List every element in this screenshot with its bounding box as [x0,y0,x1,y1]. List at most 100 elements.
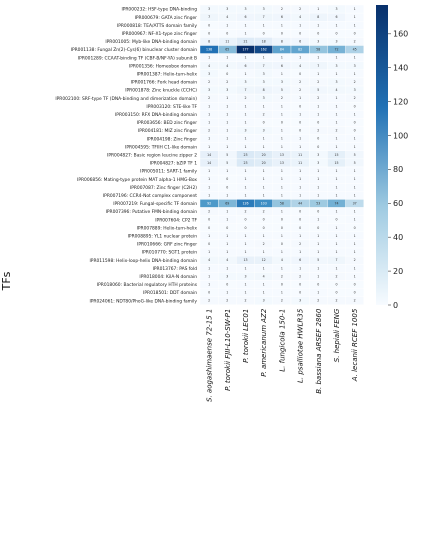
cell-value-label: 1 [354,72,356,76]
column-label: L. fungicola 150-1 [278,309,286,372]
cell-value-label: 1 [335,112,337,116]
cell-value-label: 1 [317,291,319,295]
cell-value-label: 1 [263,185,265,189]
cell-value-label: 7 [335,258,337,262]
cell-value-label: 0 [299,210,301,214]
cell-value-label: 7 [263,15,265,19]
cell-value-label: 3 [226,7,228,11]
cell-value-label: 6 [335,15,337,19]
cell-value-label: 0 [226,226,228,230]
cell-value-label: 1 [354,242,356,246]
cell-value-label: 2 [335,299,337,303]
cell-value-label: 2 [281,7,283,11]
cell-value-label: 2 [244,96,246,100]
cell-value-label: 4 [226,64,228,68]
row-label: IPR004198: Zinc finger [147,136,197,142]
cell-value-label: 45 [353,48,357,52]
cell-value-label: 6 [244,15,246,19]
cell-value-label: 3 [317,161,319,165]
column-label: S. hepiali FENG [333,308,341,362]
cell-value-label: 2 [226,80,228,84]
cell-value-label: 0 [281,242,283,246]
cell-value-label: 1 [208,185,210,189]
row-label: IPR004827: Basic region leucine zipper 2 [107,152,197,158]
cell-value-label: 8 [317,15,319,19]
column-label: P. torokii LEC01 [242,309,250,363]
cell-value-label: 0 [299,226,301,230]
cell-value-label: 0 [208,23,210,27]
cell-value-label: 69 [225,201,229,205]
colorbar-tick-label: 140 [393,64,408,73]
cell-value-label: 12 [262,258,266,262]
cell-value-label: 2 [317,80,319,84]
row-label: IPR006856: Mating-type protein MAT alpha… [77,177,197,183]
cell-value-label: 1 [263,177,265,181]
cell-value-label: 1 [208,234,210,238]
cell-value-label: 1 [317,242,319,246]
cell-value-label: 0 [317,145,319,149]
cell-value-label: 1 [354,15,356,19]
cell-value-label: 4 [281,258,283,262]
cell-value-label: 1 [244,291,246,295]
cell-value-label: 1 [335,137,337,141]
cell-value-label: 1 [317,72,319,76]
cell-value-label: 1 [244,137,246,141]
cell-value-label: 0 [263,31,265,35]
cell-value-label: 1 [244,23,246,27]
column-label: L. psalliotae HWLR35 [297,308,305,383]
cell-value-label: 3 [335,80,337,84]
cell-value-label: 1 [281,104,283,108]
row-label: IPR004595: TFIIH C1-like domain [125,144,197,150]
cell-value-label: 1 [299,145,301,149]
cell-value-label: 0 [226,72,228,76]
cell-value-label: 2 [335,274,337,278]
row-label: IPR000679: GATA zinc finger [135,15,198,21]
cell-value-label: 14 [207,161,211,165]
cell-value-label: 1 [335,193,337,197]
cell-value-label: 2 [263,112,265,116]
cell-value-label: 7 [263,64,265,68]
cell-value-label: 3 [263,72,265,76]
cell-value-label: 0 [263,226,265,230]
cell-value-label: 1 [263,193,265,197]
cell-value-label: 126 [242,201,248,205]
cell-value-label: 5 [226,161,228,165]
cell-value-label: 6 [281,64,283,68]
row-label: IPR001387: Helix-turn-helix [137,71,198,77]
cell-value-label: 1 [226,56,228,60]
cell-value-label: 72 [334,48,338,52]
cell-value-label: 5 [226,153,228,157]
cell-value-label: 3 [317,39,319,43]
row-label: IPR001005: Myb-like DNA-binding domain [105,39,197,45]
cell-value-label: 1 [208,250,210,254]
cell-value-label: 13 [280,161,284,165]
cell-value-label: 3 [335,39,337,43]
cell-value-label: 0 [354,31,356,35]
cell-value-label: 0 [299,104,301,108]
cell-value-label: 1 [354,23,356,27]
cell-value-label: 1 [317,23,319,27]
cell-value-label: 1 [281,72,283,76]
cell-value-label: 1 [299,56,301,60]
colorbar-ticks: 0 20 40 60 80 100 120 140 160 [388,30,408,310]
cell-value-label: 37 [353,201,357,205]
row-label: IPR007604: CP2 TF [155,217,197,223]
column-labels: S. aogashimaense 72-15 1 P. torokii FJII-… [206,308,360,402]
cell-value-label: 58 [316,48,320,52]
cell-value-label: 1 [226,210,228,214]
column-label: P. americanum AZ2 [260,308,268,377]
cell-value-label: 1 [244,104,246,108]
cell-value-label: 2 [208,80,210,84]
heatmap-cells: 3 3 3 3 2 2 1 3 17 4 6 7 6 4 8 6 10 1 1 1 1 1 1 1 10 0 1 0 0 0 0 0 08 11 2… [199,4,365,305]
cell-value-label: 1 [335,96,337,100]
cell-value-label: 7 [317,64,319,68]
cell-value-label: 1 [317,56,319,60]
row-label: IPR003150: RFX DNA-binding domain [115,112,197,118]
cell-value-label: 138 [206,48,212,52]
colorbar-tick-label: 100 [393,131,408,140]
cell-value-label: 13 [280,153,284,157]
cell-value-label: 1 [299,250,301,254]
colorbar-tick-label: 160 [393,30,408,39]
cell-value-label: 65 [225,48,229,52]
row-label: IPR001878: Zinc knuckle (CCHC) [125,88,197,94]
